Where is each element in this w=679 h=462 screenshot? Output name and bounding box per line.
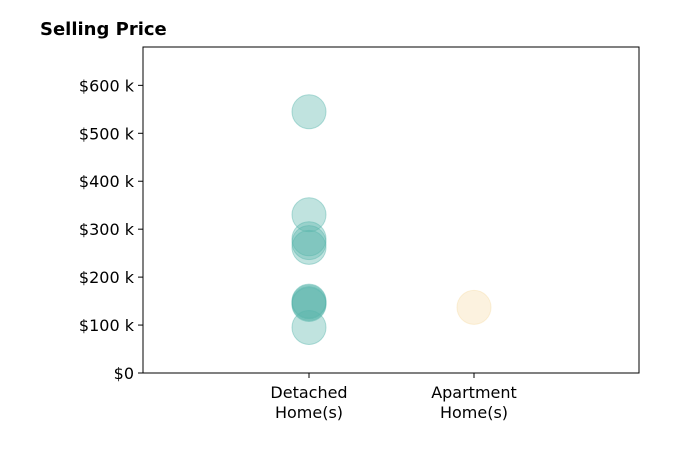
data-points (291, 94, 492, 345)
x-tick-label: Home(s) (275, 403, 343, 422)
x-tick-label: Home(s) (440, 403, 508, 422)
data-point (291, 284, 327, 320)
y-tick-label: $500 k (79, 124, 135, 143)
y-tick-label: $300 k (79, 220, 135, 239)
data-point (291, 221, 327, 257)
y-tick-label: $600 k (79, 76, 135, 95)
data-point (291, 283, 327, 319)
data-point (291, 229, 327, 265)
chart-title: Selling Price (40, 19, 167, 40)
data-point (291, 286, 327, 322)
data-point (291, 285, 327, 321)
data-point (291, 309, 327, 345)
x-tick-label: Apartment (431, 383, 517, 402)
y-axis: $0 $100 k $200 k $300 k $400 k $500 k $600 k (79, 76, 143, 383)
axes-frame (142, 46, 640, 374)
y-tick-label: $400 k (79, 172, 135, 191)
y-tick-label: $200 k (79, 268, 135, 287)
data-point (291, 197, 327, 233)
y-tick-label: $100 k (79, 316, 135, 335)
x-tick-label: Detached (270, 383, 347, 402)
y-tick-label: $0 (114, 364, 134, 383)
data-point (291, 225, 327, 261)
data-point (291, 94, 327, 130)
data-point (456, 289, 492, 325)
plot-area: $0 $100 k $200 k $300 k $400 k $500 k $600 k D… (79, 46, 640, 422)
